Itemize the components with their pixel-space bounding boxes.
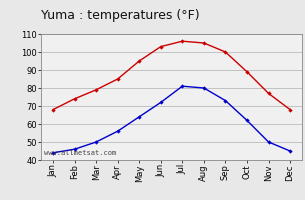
Text: www.allmetsat.com: www.allmetsat.com [44,150,116,156]
Text: Yuma : temperatures (°F): Yuma : temperatures (°F) [41,9,200,22]
